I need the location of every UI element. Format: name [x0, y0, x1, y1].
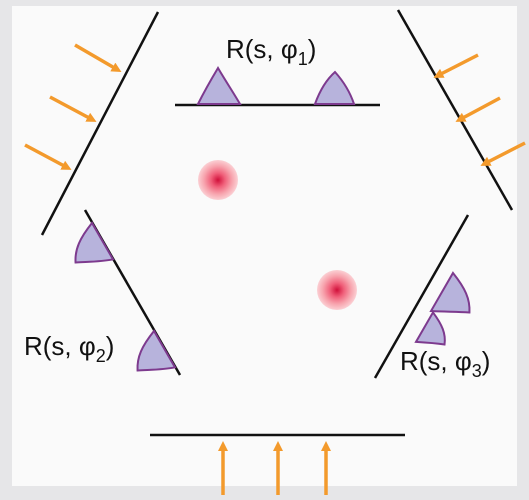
projection-bump: [414, 310, 446, 346]
label-subscript: 1: [298, 49, 308, 69]
arrow: [49, 95, 97, 122]
label-main: R(s, φ: [400, 346, 472, 376]
label-main: R(s, φ: [24, 331, 96, 361]
projection-label: R(s, φ2): [24, 331, 114, 366]
projection-group: [136, 329, 177, 372]
projection-group: [74, 221, 115, 264]
source: [317, 270, 357, 310]
projection-group: [429, 271, 471, 314]
label-end: ): [482, 346, 491, 376]
arrow: [433, 53, 479, 78]
detector-line: [396, 9, 514, 211]
projection-group: [414, 310, 446, 346]
projection-label: R(s, φ1): [226, 34, 316, 69]
label-end: ): [106, 331, 115, 361]
projection-bump: [136, 329, 177, 372]
arrow: [480, 141, 526, 166]
label-subscript: 2: [96, 346, 106, 366]
projection-bump: [196, 66, 242, 105]
detector-line: [40, 11, 160, 236]
arrow: [455, 96, 501, 122]
label-subscript: 3: [472, 361, 482, 381]
source: [198, 160, 238, 200]
projection-bump: [74, 221, 115, 264]
label-end: ): [308, 34, 317, 64]
projection-bump: [429, 271, 471, 314]
arrow: [24, 143, 72, 170]
arrow: [74, 43, 122, 73]
label-main: R(s, φ: [226, 34, 298, 64]
detector-line: [373, 214, 470, 379]
projection-label: R(s, φ3): [400, 346, 490, 381]
projection-bump: [313, 70, 356, 105]
